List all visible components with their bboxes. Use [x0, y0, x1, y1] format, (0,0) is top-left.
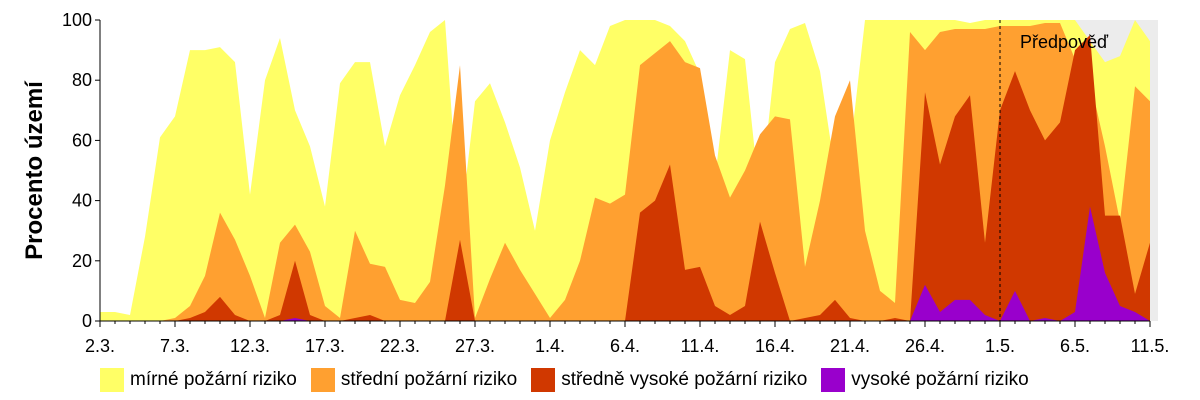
y-tick-label: 60 — [72, 130, 92, 150]
y-axis-label: Procento území — [21, 80, 48, 260]
legend-item-vysoke: vysoké požární riziko — [821, 368, 1029, 392]
legend-label: vysoké požární riziko — [851, 369, 1029, 390]
x-tick-label: 6.4. — [610, 336, 640, 356]
x-tick-label: 11.4. — [681, 336, 720, 356]
x-tick-label: 6.5. — [1060, 336, 1090, 356]
y-tick-label: 0 — [82, 311, 92, 331]
legend-swatch — [100, 368, 124, 392]
x-tick-label: 21.4. — [830, 336, 870, 356]
x-tick-label: 26.4. — [905, 336, 945, 356]
x-tick-label: 22.3. — [380, 336, 420, 356]
x-tick-label: 7.3. — [160, 336, 190, 356]
x-tick-label: 16.4. — [755, 336, 795, 356]
x-tick-label: 12.3. — [230, 336, 270, 356]
x-tick-label: 1.5. — [985, 336, 1015, 356]
y-tick-label: 80 — [72, 70, 92, 90]
legend-item-mirne: mírné požární riziko — [100, 368, 297, 392]
y-tick-label: 20 — [72, 251, 92, 271]
legend-label: střední požární riziko — [340, 369, 518, 390]
legend: mírné požární riziko střední požární riz… — [100, 368, 1043, 392]
axes: 0 20 40 60 80 100 2.3. 7.3. 12.3. 17.3. 22.3. 27.3.… — [62, 10, 1169, 356]
x-tick-label: 1.4. — [535, 336, 565, 356]
legend-swatch — [821, 368, 846, 392]
forecast-label: Předpověď — [1020, 32, 1109, 52]
series-area-2 — [100, 35, 1150, 322]
legend-swatch — [310, 368, 335, 392]
legend-item-stredne-vysoke: středně vysoké požární riziko — [531, 368, 807, 392]
series-area-0 — [100, 20, 1150, 321]
x-tick-label: 11.5. — [1131, 336, 1170, 356]
y-tick-label: 40 — [72, 191, 92, 211]
legend-swatch — [531, 368, 556, 392]
y-tick-label: 100 — [62, 10, 92, 30]
x-tick-label: 27.3. — [455, 336, 495, 356]
x-tick-label: 17.3. — [305, 336, 345, 356]
legend-label: mírné požární riziko — [130, 369, 297, 390]
legend-item-stredni: střední požární riziko — [310, 368, 518, 392]
series-areas — [100, 20, 1150, 322]
legend-label: středně vysoké požární riziko — [561, 369, 808, 390]
x-tick-label: 2.3. — [85, 336, 115, 356]
